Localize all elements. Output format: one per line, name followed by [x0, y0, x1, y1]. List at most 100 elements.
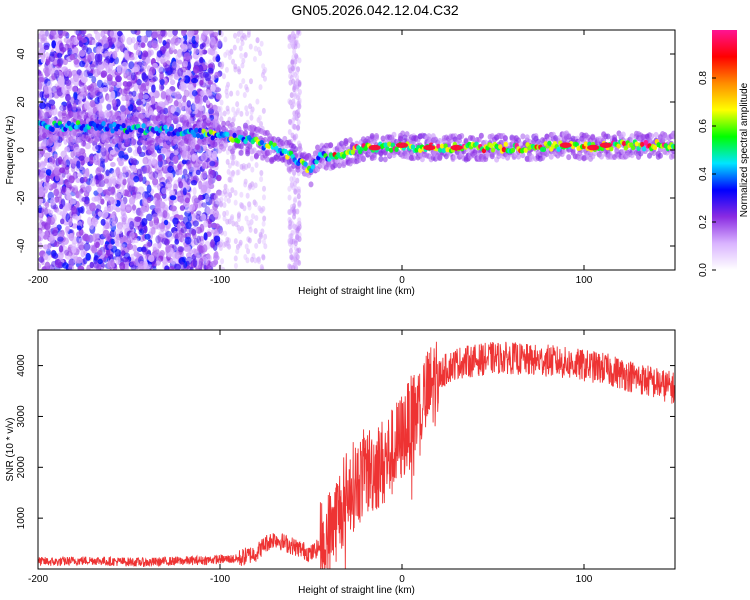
noise-cell — [194, 94, 201, 104]
noise-cell — [259, 40, 264, 47]
chart-title: GN05.2026.042.12.04.C32 — [291, 2, 459, 18]
noise-cell — [212, 209, 220, 218]
noise-cell — [248, 43, 253, 50]
noise-cell — [107, 260, 112, 269]
noise-cell — [178, 105, 185, 111]
noise-cell — [243, 52, 248, 59]
ridge-halo — [216, 125, 222, 132]
noise-cell — [130, 30, 138, 35]
ridge-halo — [221, 120, 227, 127]
noise-cell — [152, 222, 160, 230]
noise-cell — [155, 257, 162, 266]
noise-cell — [117, 30, 123, 37]
ridge-peak — [559, 142, 572, 148]
noise-cell — [192, 187, 197, 196]
noise-cell — [254, 242, 259, 249]
noise-cell — [226, 197, 231, 204]
noise-cell — [261, 220, 266, 227]
noise-cell — [118, 150, 125, 159]
ridge-halo — [470, 135, 476, 142]
noise-cell — [99, 150, 105, 158]
ridge-core — [556, 146, 561, 152]
noise-cell — [38, 262, 42, 269]
colorbar-tick-label: 0.4 — [698, 167, 709, 181]
noise-cell — [198, 194, 203, 201]
noise-cell — [179, 196, 184, 204]
noise-cell — [229, 215, 234, 222]
noise-cell — [146, 184, 152, 194]
noise-cell — [292, 180, 297, 187]
ridge-halo — [620, 131, 626, 138]
noise-cell — [292, 223, 297, 230]
noise-cell — [97, 249, 103, 256]
noise-cell — [249, 155, 254, 162]
noise-cell — [96, 79, 104, 88]
noise-cell — [79, 165, 84, 171]
noise-cell — [115, 256, 121, 265]
noise-cell — [58, 245, 64, 253]
noise-cell — [186, 100, 192, 108]
noise-cell — [109, 176, 117, 184]
ridge-halo — [61, 112, 67, 119]
colorbar-title: Normalized spectral amplitude — [739, 82, 750, 217]
ridge-halo — [343, 137, 349, 144]
noise-cell — [38, 230, 43, 237]
noise-cell — [291, 31, 296, 38]
noise-cell — [158, 37, 163, 44]
noise-cell — [127, 147, 133, 153]
ridge-halo — [264, 156, 270, 163]
x-axis-title: Height of straight line (km) — [298, 585, 415, 596]
noise-cell — [102, 229, 110, 238]
noise-cell — [245, 86, 250, 93]
noise-cell — [218, 244, 223, 251]
noise-cell — [151, 157, 157, 165]
noise-cell — [143, 164, 151, 174]
noise-cell — [64, 146, 71, 153]
noise-cell — [203, 220, 209, 228]
noise-cell — [73, 79, 80, 87]
noise-cell — [262, 185, 267, 192]
noise-cell — [184, 205, 192, 213]
noise-cell — [239, 191, 244, 198]
noise-cell — [81, 37, 88, 44]
noise-cell — [263, 233, 268, 240]
noise-cell — [53, 241, 60, 248]
noise-cell — [72, 102, 77, 111]
ridge-halo — [478, 132, 484, 139]
noise-cell — [254, 215, 259, 222]
noise-cell — [219, 99, 224, 106]
noise-cell — [296, 225, 301, 232]
noise-cell — [180, 43, 188, 52]
noise-cell — [293, 259, 298, 266]
noise-cell — [140, 206, 147, 213]
ridge-core — [168, 126, 174, 132]
noise-cell — [105, 248, 111, 256]
noise-cell — [106, 84, 112, 91]
noise-cell — [83, 242, 91, 251]
noise-cell — [45, 52, 50, 60]
noise-cell — [109, 168, 115, 174]
noise-cell — [246, 31, 251, 38]
noise-cell — [235, 161, 240, 168]
noise-cell — [199, 56, 204, 64]
noise-cell — [214, 87, 222, 93]
noise-cell — [54, 259, 62, 268]
ridge-halo — [173, 138, 179, 145]
ridge-peak — [599, 142, 612, 148]
noise-cell — [175, 54, 181, 60]
noise-cell — [119, 261, 126, 270]
noise-cell — [116, 65, 122, 74]
noise-cell — [238, 45, 243, 52]
noise-cell — [193, 161, 200, 168]
noise-cell — [56, 252, 64, 260]
noise-cell — [97, 211, 103, 217]
noise-cell — [102, 209, 109, 219]
noise-cell — [65, 39, 72, 48]
noise-cell — [43, 152, 51, 159]
noise-cell — [86, 47, 93, 55]
noise-cell — [198, 199, 204, 208]
noise-cell — [174, 251, 180, 260]
noise-cell — [138, 229, 145, 236]
noise-cell — [165, 151, 171, 158]
noise-cell — [147, 71, 153, 80]
